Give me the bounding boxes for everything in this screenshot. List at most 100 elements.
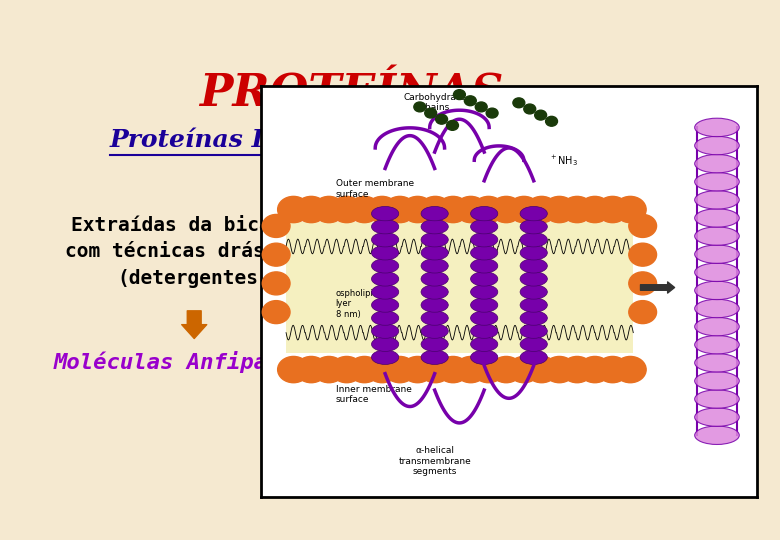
Text: Inner membrane
surface: Inner membrane surface [335,384,412,404]
Text: PROTEÍNAS: PROTEÍNAS [199,72,504,116]
Ellipse shape [695,209,739,227]
Ellipse shape [695,354,739,372]
Circle shape [402,197,434,222]
Ellipse shape [421,272,448,286]
Circle shape [437,197,469,222]
Ellipse shape [421,350,448,364]
Ellipse shape [371,311,399,325]
Ellipse shape [470,324,498,339]
Ellipse shape [695,245,739,264]
FancyArrowPatch shape [182,311,207,339]
Ellipse shape [421,219,448,234]
Text: Proteínas Integrais: Proteínas Integrais [109,127,380,152]
Ellipse shape [520,311,548,325]
FancyArrowPatch shape [640,282,675,293]
Circle shape [262,301,290,323]
Ellipse shape [470,285,498,299]
Circle shape [508,197,540,222]
Circle shape [296,356,327,383]
Ellipse shape [520,285,548,299]
Circle shape [629,301,657,323]
Circle shape [425,108,437,118]
Ellipse shape [421,259,448,273]
Circle shape [513,98,525,108]
Ellipse shape [371,285,399,299]
Circle shape [579,197,611,222]
Ellipse shape [695,263,739,281]
Circle shape [402,356,434,383]
Circle shape [455,197,487,222]
Circle shape [464,96,477,106]
Ellipse shape [421,324,448,339]
Ellipse shape [695,154,739,173]
Circle shape [349,197,381,222]
Text: Outer membrane
surface: Outer membrane surface [335,179,413,199]
Ellipse shape [470,206,498,221]
Ellipse shape [421,337,448,352]
Circle shape [524,104,536,114]
Ellipse shape [520,233,548,247]
Circle shape [491,197,522,222]
Ellipse shape [695,136,739,155]
Circle shape [491,356,522,383]
Circle shape [579,356,611,383]
Circle shape [384,197,416,222]
Ellipse shape [371,350,399,364]
Circle shape [562,356,593,383]
Circle shape [262,272,290,295]
Circle shape [313,197,345,222]
Ellipse shape [695,299,739,318]
Ellipse shape [520,272,548,286]
Ellipse shape [371,272,399,286]
Ellipse shape [695,172,739,191]
Ellipse shape [470,219,498,234]
Ellipse shape [421,246,448,260]
Circle shape [535,110,547,120]
Ellipse shape [520,350,548,364]
Circle shape [597,356,629,383]
Circle shape [629,243,657,266]
Circle shape [262,214,290,238]
Circle shape [436,114,448,124]
Circle shape [473,356,505,383]
Circle shape [367,356,398,383]
Ellipse shape [371,233,399,247]
Ellipse shape [695,227,739,245]
Ellipse shape [371,298,399,312]
Ellipse shape [520,259,548,273]
Ellipse shape [470,259,498,273]
Text: α-helical
transmembrane
segments: α-helical transmembrane segments [399,447,471,476]
Circle shape [278,197,310,222]
Circle shape [475,102,488,112]
Circle shape [278,356,310,383]
Circle shape [349,356,381,383]
Ellipse shape [520,298,548,312]
Circle shape [545,116,558,126]
Circle shape [384,356,416,383]
Circle shape [446,120,459,130]
Circle shape [455,356,487,383]
Circle shape [437,356,469,383]
Circle shape [296,197,327,222]
Circle shape [453,90,466,99]
Ellipse shape [695,426,739,444]
Ellipse shape [695,191,739,209]
Text: Extraídas da bicamada
com técnicas drásticas
(detergentes): Extraídas da bicamada com técnicas drást… [65,216,324,288]
Text: $^+$NH$_3$: $^+$NH$_3$ [548,153,577,168]
Circle shape [262,243,290,266]
Ellipse shape [470,233,498,247]
Ellipse shape [695,281,739,300]
Ellipse shape [470,311,498,325]
Circle shape [420,197,451,222]
Ellipse shape [371,324,399,339]
Ellipse shape [520,219,548,234]
Circle shape [508,356,540,383]
Ellipse shape [470,272,498,286]
Circle shape [615,197,646,222]
Circle shape [313,356,345,383]
Circle shape [544,197,575,222]
Circle shape [331,197,363,222]
Ellipse shape [520,324,548,339]
Circle shape [486,108,498,118]
Ellipse shape [421,298,448,312]
